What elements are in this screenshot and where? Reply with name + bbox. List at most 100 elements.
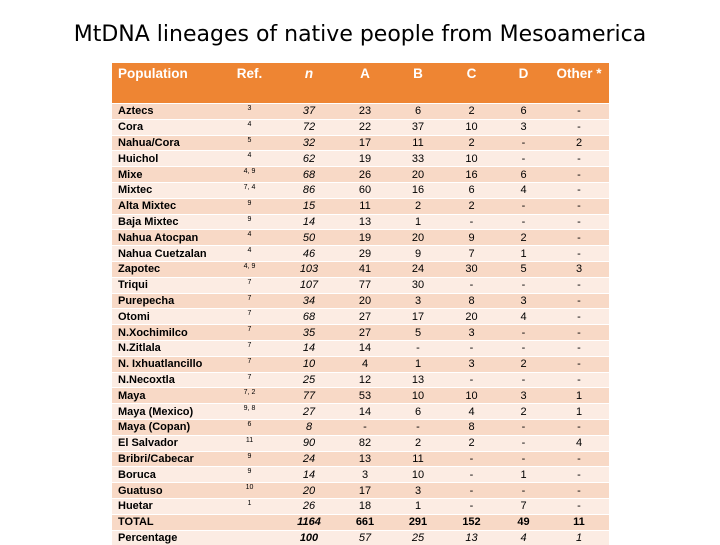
c-cell: 3 — [445, 356, 498, 372]
c-cell: 2 — [445, 135, 498, 151]
c-cell: - — [445, 214, 498, 230]
a-cell: 17 — [339, 483, 391, 499]
b-cell: 5 — [391, 325, 445, 341]
population-cell: N.Zitlala — [112, 340, 220, 356]
other-cell: - — [549, 325, 609, 341]
other-cell: - — [549, 467, 609, 483]
a-cell: 14 — [339, 340, 391, 356]
d-cell: 3 — [498, 293, 549, 309]
other-cell: 1 — [549, 388, 609, 404]
population-cell: Boruca — [112, 467, 220, 483]
c-cell: 7 — [445, 246, 498, 262]
ref-cell: 5 — [220, 135, 279, 151]
other-cell: 4 — [549, 435, 609, 451]
header-b: B — [391, 63, 445, 104]
n-cell: 68 — [279, 309, 339, 325]
population-cell: N. Ixhuatlancillo — [112, 356, 220, 372]
header-row: Population Ref. n A B C D Other * — [112, 63, 609, 104]
ref-cell: 7 — [220, 356, 279, 372]
a-cell: 77 — [339, 277, 391, 293]
b-cell: 6 — [391, 104, 445, 120]
d-cell: 2 — [498, 356, 549, 372]
c-cell: - — [445, 277, 498, 293]
d-cell: 5 — [498, 261, 549, 277]
ref-cell: 7 — [220, 325, 279, 341]
c-cell: 8 — [445, 419, 498, 435]
c-cell: 30 — [445, 261, 498, 277]
population-cell: El Salvador — [112, 435, 220, 451]
c-cell: 10 — [445, 388, 498, 404]
d-cell: - — [498, 198, 549, 214]
other-cell: 3 — [549, 261, 609, 277]
a-cell: 661 — [339, 514, 391, 530]
other-cell: 1 — [549, 404, 609, 420]
population-cell: Baja Mixtec — [112, 214, 220, 230]
c-cell: - — [445, 467, 498, 483]
b-cell: 24 — [391, 261, 445, 277]
d-cell: 1 — [498, 246, 549, 262]
header-other: Other * — [549, 63, 609, 104]
a-cell: 26 — [339, 167, 391, 183]
c-cell: 6 — [445, 182, 498, 198]
a-cell: 11 — [339, 198, 391, 214]
n-cell: 50 — [279, 230, 339, 246]
d-cell: 2 — [498, 404, 549, 420]
d-cell: 4 — [498, 182, 549, 198]
a-cell: 82 — [339, 435, 391, 451]
a-cell: 29 — [339, 246, 391, 262]
population-cell: Huichol — [112, 151, 220, 167]
population-cell: N.Xochimilco — [112, 325, 220, 341]
other-cell: - — [549, 167, 609, 183]
ref-cell: 7 — [220, 277, 279, 293]
n-cell: 103 — [279, 261, 339, 277]
other-cell: - — [549, 104, 609, 120]
d-cell: 2 — [498, 230, 549, 246]
other-cell: - — [549, 246, 609, 262]
b-cell: 2 — [391, 198, 445, 214]
n-cell: 72 — [279, 119, 339, 135]
other-cell: - — [549, 451, 609, 467]
ref-cell — [220, 514, 279, 530]
population-cell: Aztecs — [112, 104, 220, 120]
b-cell: 3 — [391, 293, 445, 309]
header-ref: Ref. — [220, 63, 279, 104]
ref-cell: 7 — [220, 372, 279, 388]
d-cell: - — [498, 419, 549, 435]
ref-cell: 11 — [220, 435, 279, 451]
b-cell: 16 — [391, 182, 445, 198]
population-cell: Huetar — [112, 498, 220, 514]
other-cell: 11 — [549, 514, 609, 530]
b-cell: 3 — [391, 483, 445, 499]
d-cell: - — [498, 435, 549, 451]
population-cell: Otomi — [112, 309, 220, 325]
a-cell: 53 — [339, 388, 391, 404]
header-c: C — [445, 63, 498, 104]
c-cell: 2 — [445, 435, 498, 451]
population-cell: Mixtec — [112, 182, 220, 198]
other-cell: - — [549, 498, 609, 514]
a-cell: 4 — [339, 356, 391, 372]
n-cell: 14 — [279, 340, 339, 356]
other-cell: - — [549, 151, 609, 167]
a-cell: 60 — [339, 182, 391, 198]
n-cell: 25 — [279, 372, 339, 388]
d-cell: 7 — [498, 498, 549, 514]
ref-cell: 9 — [220, 214, 279, 230]
other-cell: - — [549, 293, 609, 309]
other-cell: - — [549, 419, 609, 435]
d-cell: 4 — [498, 309, 549, 325]
other-cell: - — [549, 182, 609, 198]
